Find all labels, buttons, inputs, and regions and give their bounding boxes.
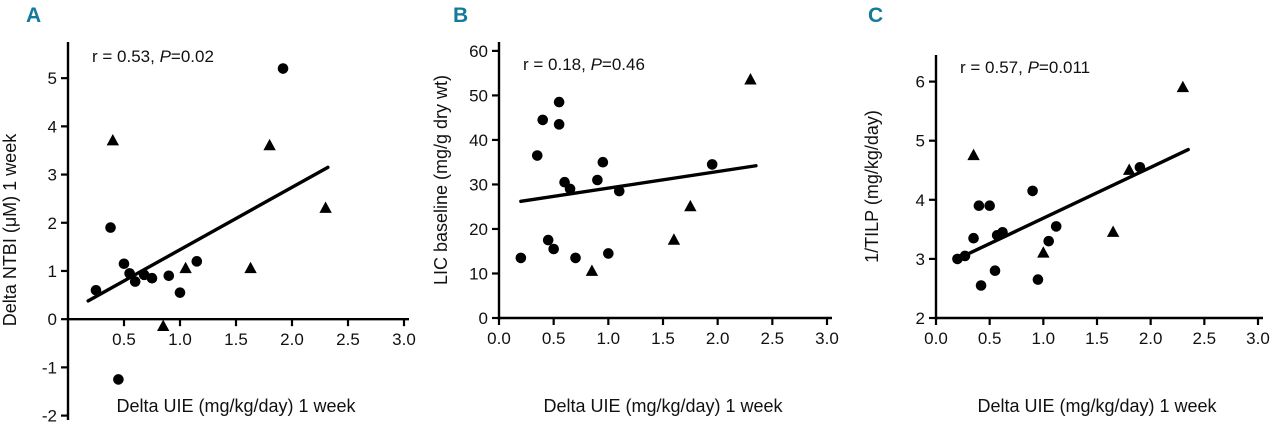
svg-text:LIC baseline (mg/g dry wt): LIC baseline (mg/g dry wt) xyxy=(431,75,451,285)
svg-text:4: 4 xyxy=(48,117,57,136)
svg-text:Delta UIE (mg/kg/day) 1 week: Delta UIE (mg/kg/day) 1 week xyxy=(543,396,783,416)
svg-text:1.0: 1.0 xyxy=(597,329,621,348)
svg-text:1: 1 xyxy=(48,262,57,281)
svg-text:1.0: 1.0 xyxy=(1032,329,1056,348)
svg-text:3: 3 xyxy=(916,250,925,269)
svg-text:-1: -1 xyxy=(42,358,57,377)
svg-text:Delta UIE (mg/kg/day) 1 week: Delta UIE (mg/kg/day) 1 week xyxy=(977,396,1217,416)
panel-b: B 0.0 0.5 1.0 1.5 2.0 2.5 3.0 0 10 20 30 40 50 60 r = … xyxy=(427,0,854,439)
svg-text:0: 0 xyxy=(479,309,488,328)
svg-text:4: 4 xyxy=(916,191,925,210)
svg-text:2.0: 2.0 xyxy=(1139,329,1163,348)
svg-text:2.0: 2.0 xyxy=(706,329,730,348)
panel-label-c: C xyxy=(868,4,884,27)
svg-text:1/TILP (mg/kg/day): 1/TILP (mg/kg/day) xyxy=(862,110,882,263)
svg-text:2.5: 2.5 xyxy=(336,330,360,349)
svg-text:6: 6 xyxy=(916,73,925,92)
svg-text:-2: -2 xyxy=(42,407,57,426)
svg-text:40: 40 xyxy=(469,131,488,150)
panel-c: C 0.0 0.5 1.0 1.5 2.0 2.5 3.0 2 3 4 5 6 r = 0.57, P=… xyxy=(854,0,1280,439)
svg-text:30: 30 xyxy=(469,175,488,194)
svg-text:1.0: 1.0 xyxy=(168,330,192,349)
svg-text:0.5: 0.5 xyxy=(542,329,566,348)
panel-label-b: B xyxy=(453,4,469,27)
svg-text:10: 10 xyxy=(469,264,488,283)
svg-text:60: 60 xyxy=(469,42,488,61)
svg-text:0.0: 0.0 xyxy=(487,329,511,348)
svg-text:1.5: 1.5 xyxy=(224,330,248,349)
svg-text:5: 5 xyxy=(916,132,925,151)
svg-text:3.0: 3.0 xyxy=(1246,329,1270,348)
panel-a: A 0.5 1.0 1.5 2.0 2.5 3.0 -2 -1 0 1 2 3 4 5 r = 0.53, … xyxy=(0,0,427,439)
svg-text:2: 2 xyxy=(916,309,925,328)
svg-text:3: 3 xyxy=(48,166,57,185)
svg-text:2.5: 2.5 xyxy=(761,329,785,348)
svg-text:0: 0 xyxy=(48,310,57,329)
svg-text:0.5: 0.5 xyxy=(112,330,136,349)
scatter-plot-a: 0.5 1.0 1.5 2.0 2.5 3.0 -2 -1 0 1 2 3 4 5 r = 0.53, P=… xyxy=(0,42,416,426)
svg-text:3.0: 3.0 xyxy=(392,330,416,349)
svg-text:2.5: 2.5 xyxy=(1193,329,1217,348)
svg-text:20: 20 xyxy=(469,220,488,239)
panel-label-a: A xyxy=(26,4,42,27)
svg-text:50: 50 xyxy=(469,86,488,105)
scatter-plot-c: 0.0 0.5 1.0 1.5 2.0 2.5 3.0 2 3 4 5 6 r = 0.57, P=0.… xyxy=(862,55,1270,416)
svg-text:r = 0.53, P=0.02: r = 0.53, P=0.02 xyxy=(92,47,214,66)
svg-text:2.0: 2.0 xyxy=(280,330,304,349)
scatter-plot-b: 0.0 0.5 1.0 1.5 2.0 2.5 3.0 0 10 20 30 40 50 60 r = 0.… xyxy=(431,42,839,416)
svg-text:3.0: 3.0 xyxy=(815,329,839,348)
svg-text:r = 0.57, P=0.011: r = 0.57, P=0.011 xyxy=(960,58,1090,77)
svg-text:2: 2 xyxy=(48,214,57,233)
svg-text:r = 0.18, P=0.46: r = 0.18, P=0.46 xyxy=(523,55,645,74)
svg-text:1.5: 1.5 xyxy=(1085,329,1109,348)
svg-text:Delta UIE (mg/kg/day) 1 week: Delta UIE (mg/kg/day) 1 week xyxy=(116,396,356,416)
svg-text:Delta NTBI (μM) 1 week: Delta NTBI (μM) 1 week xyxy=(0,133,20,326)
svg-text:5: 5 xyxy=(48,69,57,88)
svg-text:1.5: 1.5 xyxy=(651,329,675,348)
svg-text:0.0: 0.0 xyxy=(924,329,948,348)
svg-text:0.5: 0.5 xyxy=(978,329,1002,348)
